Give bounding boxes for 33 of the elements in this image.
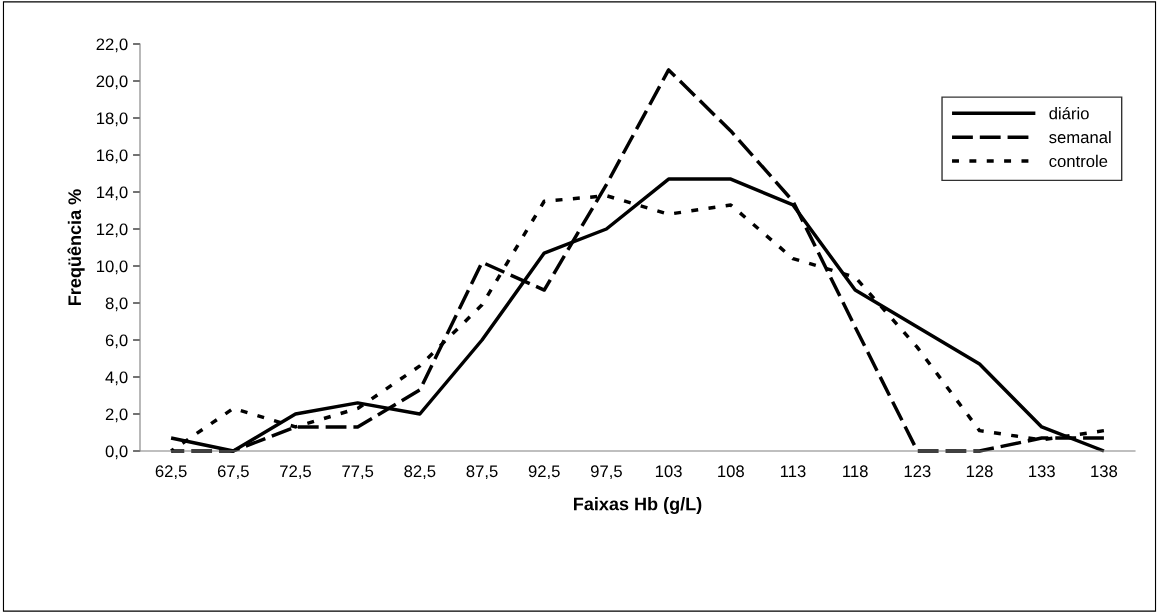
- x-tick-label: 72,5: [280, 465, 311, 480]
- y-tick-label: 0,0: [105, 445, 128, 460]
- x-tick-label: 133: [1029, 465, 1055, 478]
- y-tick-label: 22,0: [96, 38, 128, 53]
- x-tick-label: 123: [904, 465, 931, 478]
- y-tick-label: 12,0: [97, 223, 128, 238]
- x-tick-label: 128: [966, 465, 993, 478]
- x-tick-label: 108: [718, 465, 744, 478]
- y-tick-label: 20,0: [96, 75, 128, 90]
- x-tick-label: 87,5: [466, 465, 498, 480]
- y-axis-title: Freqüência %: [67, 189, 85, 305]
- y-tick-label: 8,0: [105, 297, 128, 312]
- y-tick-label: 4,0: [105, 371, 128, 386]
- x-axis-title: Faixas Hb (g/L): [574, 497, 702, 514]
- x-tick-label: 82,5: [404, 465, 436, 480]
- x-tick-label: 77,5: [342, 465, 374, 480]
- x-tick-label: 103: [655, 465, 682, 478]
- legend-label: diário: [1049, 106, 1089, 120]
- y-tick-label: 18,0: [97, 112, 128, 127]
- x-tick-label: 67,5: [217, 465, 249, 480]
- y-tick-label: 10,0: [97, 260, 128, 275]
- y-tick-label: 2,0: [105, 408, 128, 423]
- legend-label: semanal: [1049, 130, 1111, 144]
- x-tick-label: 138: [1091, 465, 1118, 478]
- legend-label: controle: [1049, 154, 1108, 168]
- y-tick-label: 16,0: [97, 149, 128, 164]
- y-tick-label: 14,0: [97, 186, 128, 201]
- x-tick-label: 92,5: [528, 465, 560, 480]
- x-tick-label: 62,5: [155, 465, 187, 480]
- x-tick-label: 97,5: [590, 465, 622, 480]
- x-tick-label: 118: [843, 465, 868, 478]
- x-tick-label: 113: [780, 465, 806, 478]
- y-tick-label: 6,0: [105, 334, 128, 349]
